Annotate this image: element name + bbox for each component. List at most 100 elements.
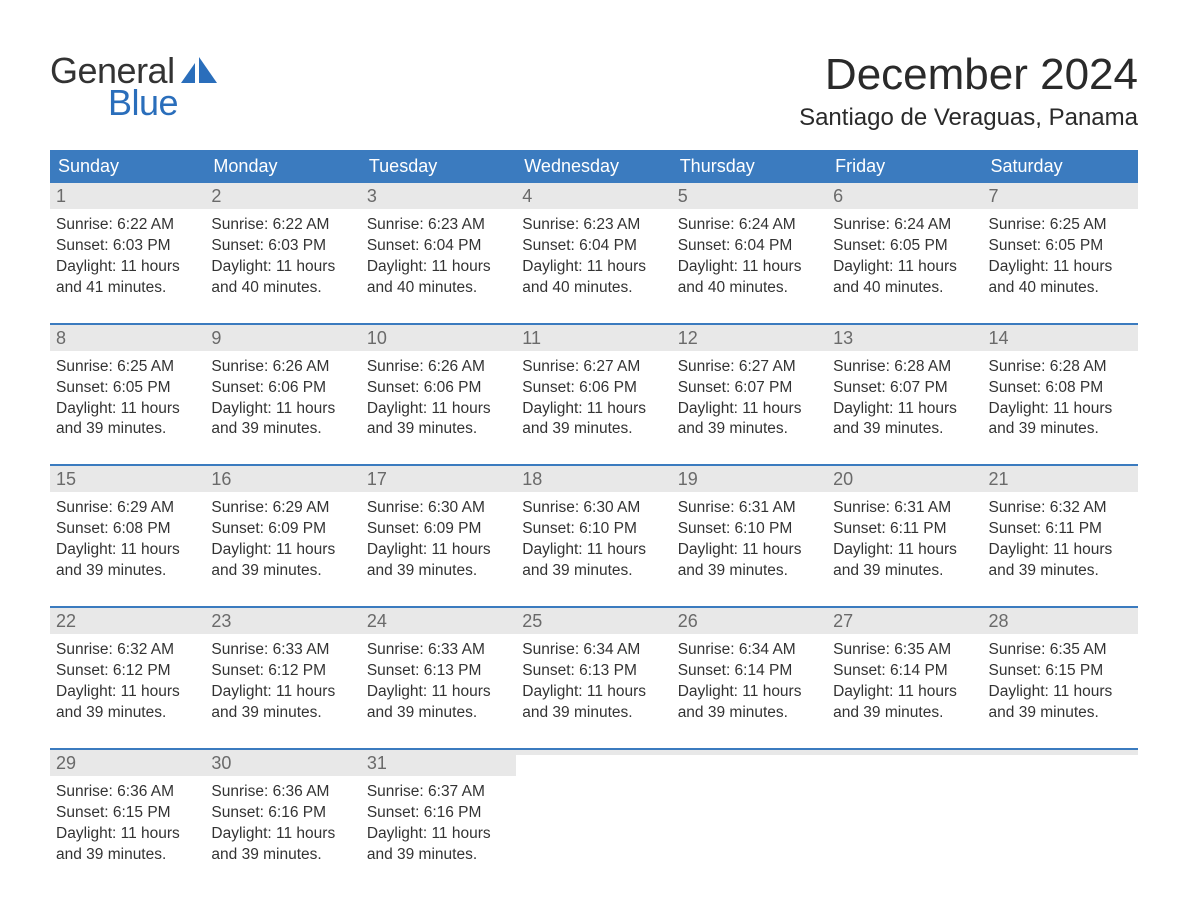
day-number-row: [983, 750, 1138, 755]
weekday-header: Monday: [205, 150, 360, 183]
daylight-line-2: and 39 minutes.: [56, 703, 199, 724]
sunrise-line: Sunrise: 6:35 AM: [989, 640, 1132, 661]
daylight-line-2: and 39 minutes.: [367, 561, 510, 582]
day-details: Sunrise: 6:25 AMSunset: 6:05 PMDaylight:…: [50, 351, 205, 447]
daylight-line-2: and 39 minutes.: [211, 561, 354, 582]
day-cell: 19Sunrise: 6:31 AMSunset: 6:10 PMDayligh…: [672, 466, 827, 588]
day-details: Sunrise: 6:28 AMSunset: 6:08 PMDaylight:…: [983, 351, 1138, 447]
day-details: Sunrise: 6:23 AMSunset: 6:04 PMDaylight:…: [516, 209, 671, 305]
sunrise-line: Sunrise: 6:33 AM: [367, 640, 510, 661]
daylight-line-1: Daylight: 11 hours: [989, 399, 1132, 420]
day-cell: 2Sunrise: 6:22 AMSunset: 6:03 PMDaylight…: [205, 183, 360, 305]
day-number: 19: [678, 469, 698, 489]
day-number-row: 31: [361, 750, 516, 776]
day-cell: 11Sunrise: 6:27 AMSunset: 6:06 PMDayligh…: [516, 325, 671, 447]
day-details: Sunrise: 6:30 AMSunset: 6:09 PMDaylight:…: [361, 492, 516, 588]
day-number: 25: [522, 611, 542, 631]
day-cell: 8Sunrise: 6:25 AMSunset: 6:05 PMDaylight…: [50, 325, 205, 447]
daylight-line-1: Daylight: 11 hours: [678, 257, 821, 278]
day-number-row: 19: [672, 466, 827, 492]
daylight-line-2: and 39 minutes.: [211, 419, 354, 440]
day-number-row: 24: [361, 608, 516, 634]
daylight-line-1: Daylight: 11 hours: [211, 540, 354, 561]
sunset-line: Sunset: 6:11 PM: [989, 519, 1132, 540]
sunset-line: Sunset: 6:15 PM: [989, 661, 1132, 682]
daylight-line-2: and 39 minutes.: [833, 419, 976, 440]
daylight-line-2: and 39 minutes.: [678, 419, 821, 440]
sunset-line: Sunset: 6:10 PM: [678, 519, 821, 540]
day-details: Sunrise: 6:34 AMSunset: 6:13 PMDaylight:…: [516, 634, 671, 730]
day-details: Sunrise: 6:22 AMSunset: 6:03 PMDaylight:…: [205, 209, 360, 305]
weekday-header: Saturday: [983, 150, 1138, 183]
week-row: 1 Sunrise: 6:22 AMSunset: 6:03 PMDaylight…: [50, 183, 1138, 305]
daylight-line-2: and 40 minutes.: [211, 278, 354, 299]
sunset-line: Sunset: 6:14 PM: [678, 661, 821, 682]
sunrise-line: Sunrise: 6:27 AM: [522, 357, 665, 378]
daylight-line-2: and 40 minutes.: [678, 278, 821, 299]
sunrise-line: Sunrise: 6:34 AM: [522, 640, 665, 661]
day-number-row: 6: [827, 183, 982, 209]
weekday-header: Sunday: [50, 150, 205, 183]
sunrise-line: Sunrise: 6:23 AM: [367, 215, 510, 236]
sunrise-line: Sunrise: 6:25 AM: [56, 357, 199, 378]
day-cell: 16 Sunrise: 6:29 AMSunset: 6:09 PMDayligh…: [205, 466, 360, 588]
day-number-row: 14: [983, 325, 1138, 351]
day-number: 16: [211, 469, 231, 489]
day-cell: [983, 750, 1138, 872]
logo-text-blue: Blue: [108, 82, 219, 124]
day-cell: 23Sunrise: 6:33 AMSunset: 6:12 PMDayligh…: [205, 608, 360, 730]
day-number: 21: [989, 469, 1009, 489]
month-title: December 2024: [799, 50, 1138, 100]
daylight-line-2: and 39 minutes.: [989, 561, 1132, 582]
day-number-row: 20: [827, 466, 982, 492]
sunrise-line: Sunrise: 6:36 AM: [56, 782, 199, 803]
day-number: 9: [211, 328, 221, 348]
daylight-line-1: Daylight: 11 hours: [367, 399, 510, 420]
day-cell: 21Sunrise: 6:32 AMSunset: 6:11 PMDayligh…: [983, 466, 1138, 588]
daylight-line-2: and 39 minutes.: [522, 561, 665, 582]
location-subtitle: Santiago de Veraguas, Panama: [799, 104, 1138, 132]
sunset-line: Sunset: 6:07 PM: [833, 378, 976, 399]
sunrise-line: Sunrise: 6:26 AM: [211, 357, 354, 378]
day-cell: 28Sunrise: 6:35 AMSunset: 6:15 PMDayligh…: [983, 608, 1138, 730]
daylight-line-1: Daylight: 11 hours: [211, 824, 354, 845]
day-details: Sunrise: 6:27 AMSunset: 6:06 PMDaylight:…: [516, 351, 671, 447]
day-number-row: [516, 750, 671, 755]
day-number: 14: [989, 328, 1009, 348]
weekday-header-row: Sunday Monday Tuesday Wednesday Thursday…: [50, 150, 1138, 183]
day-number: 15: [56, 469, 76, 489]
sunset-line: Sunset: 6:09 PM: [211, 519, 354, 540]
sunset-line: Sunset: 6:04 PM: [367, 236, 510, 257]
sunset-line: Sunset: 6:12 PM: [211, 661, 354, 682]
day-number-row: 27: [827, 608, 982, 634]
sunset-line: Sunset: 6:06 PM: [367, 378, 510, 399]
day-number: 1: [56, 186, 66, 206]
sunset-line: Sunset: 6:05 PM: [56, 378, 199, 399]
daylight-line-2: and 39 minutes.: [211, 845, 354, 866]
daylight-line-1: Daylight: 11 hours: [678, 540, 821, 561]
day-number: 28: [989, 611, 1009, 631]
sunset-line: Sunset: 6:04 PM: [678, 236, 821, 257]
sunset-line: Sunset: 6:16 PM: [367, 803, 510, 824]
day-number-row: 28: [983, 608, 1138, 634]
daylight-line-1: Daylight: 11 hours: [56, 682, 199, 703]
day-number: 6: [833, 186, 843, 206]
week-row: 8Sunrise: 6:25 AMSunset: 6:05 PMDaylight…: [50, 323, 1138, 447]
day-details: Sunrise: 6:35 AMSunset: 6:14 PMDaylight:…: [827, 634, 982, 730]
day-cell: [516, 750, 671, 872]
sunset-line: Sunset: 6:13 PM: [522, 661, 665, 682]
sunrise-line: Sunrise: 6:29 AM: [56, 498, 199, 519]
day-number: 20: [833, 469, 853, 489]
weekday-header: Thursday: [672, 150, 827, 183]
day-details: Sunrise: 6:27 AMSunset: 6:07 PMDaylight:…: [672, 351, 827, 447]
daylight-line-2: and 39 minutes.: [522, 703, 665, 724]
day-cell: 30Sunrise: 6:36 AMSunset: 6:16 PMDayligh…: [205, 750, 360, 872]
sunrise-line: Sunrise: 6:34 AM: [678, 640, 821, 661]
day-number: 5: [678, 186, 688, 206]
sunrise-line: Sunrise: 6:29 AM: [211, 498, 354, 519]
day-cell: 4Sunrise: 6:23 AMSunset: 6:04 PMDaylight…: [516, 183, 671, 305]
week-row: 29Sunrise: 6:36 AMSunset: 6:15 PMDayligh…: [50, 748, 1138, 872]
day-number-row: 10: [361, 325, 516, 351]
day-number-row: [672, 750, 827, 755]
day-cell: 25 Sunrise: 6:34 AMSunset: 6:13 PMDayligh…: [516, 608, 671, 730]
